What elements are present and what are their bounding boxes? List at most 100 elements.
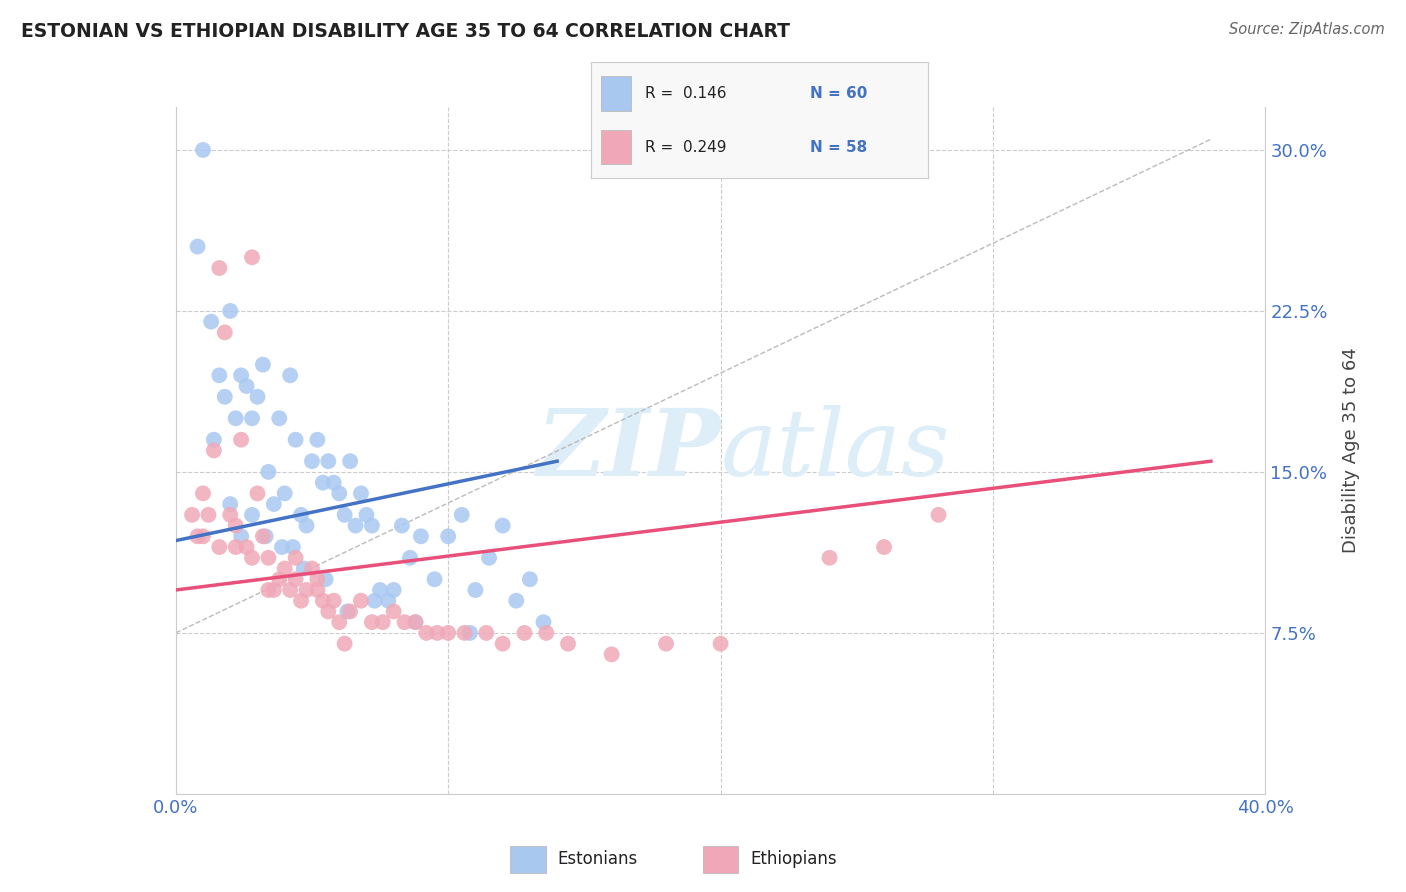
Point	[322, 475, 344, 490]
Text: N = 58: N = 58	[810, 139, 868, 154]
Text: ZIP: ZIP	[536, 406, 721, 495]
Point	[263, 497, 285, 511]
Point	[186, 239, 209, 253]
Y-axis label: Disability Age 35 to 64: Disability Age 35 to 64	[1341, 348, 1360, 553]
Point	[423, 572, 446, 586]
Point	[655, 637, 678, 651]
Point	[274, 561, 297, 575]
Point	[307, 572, 329, 586]
FancyBboxPatch shape	[600, 77, 631, 112]
Point	[377, 593, 399, 607]
Point	[214, 390, 236, 404]
Point	[312, 475, 335, 490]
Point	[333, 508, 356, 522]
Point	[475, 626, 498, 640]
Point	[437, 529, 460, 543]
Point	[339, 454, 361, 468]
FancyBboxPatch shape	[600, 129, 631, 164]
Point	[219, 304, 242, 318]
Point	[235, 379, 257, 393]
Point	[219, 508, 242, 522]
Text: ESTONIAN VS ETHIOPIAN DISABILITY AGE 35 TO 64 CORRELATION CHART: ESTONIAN VS ETHIOPIAN DISABILITY AGE 35 …	[21, 22, 790, 41]
Point	[274, 486, 297, 500]
Point	[453, 626, 475, 640]
Point	[208, 540, 231, 554]
Point	[318, 454, 340, 468]
Point	[382, 604, 405, 618]
Point	[928, 508, 950, 522]
Point	[246, 390, 269, 404]
Point	[519, 572, 541, 586]
Point	[263, 582, 285, 597]
Point	[360, 615, 382, 630]
Point	[290, 508, 312, 522]
Text: R =  0.146: R = 0.146	[644, 87, 725, 102]
Point	[240, 411, 263, 425]
Point	[246, 486, 269, 500]
Point	[197, 508, 219, 522]
Point	[464, 582, 486, 597]
Point	[231, 529, 253, 543]
Point	[405, 615, 427, 630]
Point	[269, 572, 291, 586]
Point	[240, 250, 263, 264]
Point	[368, 582, 391, 597]
Point	[505, 593, 527, 607]
Point	[301, 561, 323, 575]
Point	[202, 433, 225, 447]
Point	[240, 550, 263, 565]
Point	[350, 486, 373, 500]
Point	[252, 529, 274, 543]
Point	[371, 615, 394, 630]
Point	[257, 465, 280, 479]
Point	[208, 368, 231, 383]
Text: N = 60: N = 60	[810, 87, 868, 102]
Point	[191, 486, 214, 500]
Point	[315, 572, 337, 586]
Text: R =  0.249: R = 0.249	[644, 139, 725, 154]
Point	[312, 593, 335, 607]
Point	[356, 508, 378, 522]
Point	[186, 529, 209, 543]
Point	[301, 454, 323, 468]
Text: Estonians: Estonians	[557, 849, 637, 868]
Point	[208, 260, 231, 275]
Point	[322, 593, 344, 607]
Point	[225, 540, 247, 554]
Point	[557, 637, 579, 651]
Point	[394, 615, 416, 630]
Point	[278, 582, 301, 597]
Point	[214, 326, 236, 340]
Point	[252, 358, 274, 372]
Point	[339, 604, 361, 618]
Point	[219, 497, 242, 511]
Point	[269, 411, 291, 425]
Point	[534, 626, 557, 640]
Point	[191, 143, 214, 157]
Point	[235, 540, 257, 554]
Point	[284, 572, 307, 586]
Point	[344, 518, 367, 533]
Point	[292, 561, 315, 575]
Point	[363, 593, 385, 607]
Point	[409, 529, 432, 543]
Point	[437, 626, 460, 640]
Point	[350, 593, 373, 607]
Point	[533, 615, 555, 630]
Point	[278, 368, 301, 383]
Point	[307, 582, 329, 597]
Text: atlas: atlas	[721, 406, 950, 495]
Point	[231, 433, 253, 447]
Point	[513, 626, 536, 640]
Point	[257, 550, 280, 565]
Point	[240, 508, 263, 522]
Point	[458, 626, 481, 640]
Point	[281, 540, 304, 554]
Point	[873, 540, 896, 554]
Point	[181, 508, 204, 522]
Point	[710, 637, 733, 651]
Point	[600, 648, 623, 662]
Point	[231, 368, 253, 383]
Text: Source: ZipAtlas.com: Source: ZipAtlas.com	[1229, 22, 1385, 37]
Point	[391, 518, 413, 533]
